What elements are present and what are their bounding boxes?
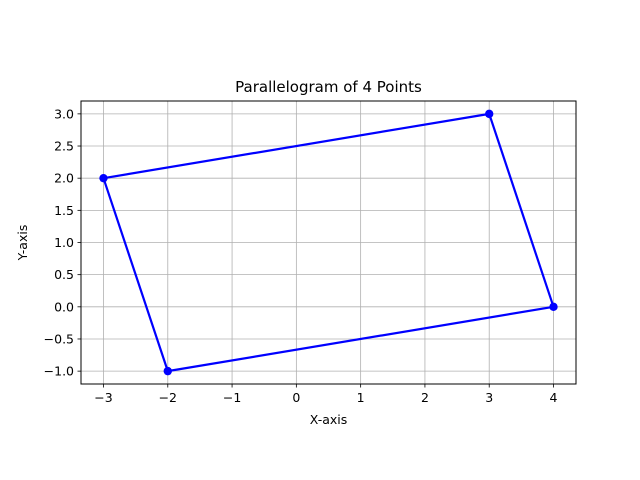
data-point (549, 302, 558, 312)
y-tick-label: 0.0 (54, 299, 74, 314)
x-tick-label: 1 (357, 390, 365, 405)
x-tick-label: 0 (292, 390, 300, 405)
y-tick-label: 2.0 (54, 171, 74, 186)
x-axis-label: X-axis (310, 412, 348, 427)
y-tick-label: 1.0 (54, 235, 74, 250)
y-tick-label: −1.0 (44, 364, 74, 379)
y-tick-label: 3.0 (54, 106, 74, 121)
data-point (163, 366, 172, 376)
y-tick-label: −0.5 (44, 331, 74, 346)
grid (81, 101, 576, 384)
y-tick-label: 1.5 (54, 203, 74, 218)
x-tick-label: −3 (94, 390, 112, 405)
x-tick-label: 3 (485, 390, 493, 405)
y-tick-label: 2.5 (54, 139, 74, 154)
y-axis-label: Y-axis (15, 225, 30, 262)
x-tick-label: 4 (550, 390, 558, 405)
series-layer (99, 109, 558, 376)
data-point (485, 109, 494, 119)
x-tick-label: −1 (223, 390, 241, 405)
ticks: −3 −2 −1 0 1 2 3 4 −1.0 −0.5 0.0 0.5 1.0 1.5 2.0 2.5 3.0 (44, 106, 558, 405)
x-tick-label: 2 (421, 390, 429, 405)
data-point (99, 173, 108, 183)
y-tick-label: 0.5 (54, 267, 74, 282)
x-tick-label: −2 (159, 390, 177, 405)
chart-title: Parallelogram of 4 Points (235, 78, 422, 96)
